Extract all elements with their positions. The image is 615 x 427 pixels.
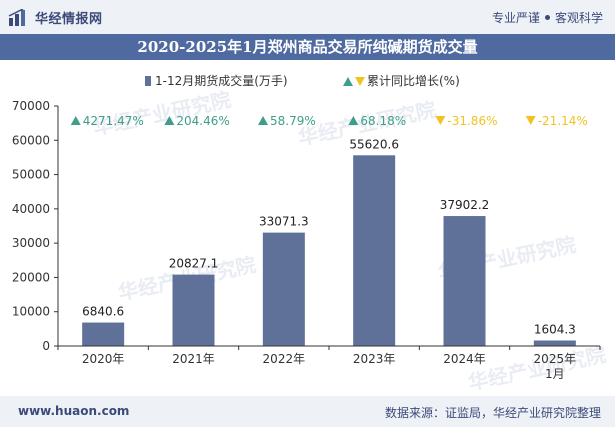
- slogan: 专业严谨 客观科学: [492, 9, 603, 26]
- x-tick-label-line: 2025年: [534, 352, 577, 366]
- title-bar: 2020-2025年1月郑州商品交易所纯碱期货成交量: [0, 34, 615, 60]
- bar-value-label: 37902.2: [440, 198, 490, 212]
- legend-series-2: 累计同比增长(%): [367, 74, 460, 88]
- down-triangle-icon: [435, 116, 446, 125]
- bar-5: [443, 216, 486, 346]
- bar-2: [172, 274, 215, 346]
- growth-label: 204.46%: [176, 114, 229, 128]
- y-axis: 0 10000 20000 30000 40000 50000 60000 70000: [12, 99, 59, 353]
- x-tick-label-line: 2020年: [82, 352, 125, 366]
- bar-value-label: 33071.3: [259, 215, 309, 229]
- bar-value-label: 20827.1: [169, 257, 219, 271]
- brand-logo[interactable]: 华经情报网: [8, 8, 103, 27]
- x-tick-label: 2024年: [443, 352, 486, 366]
- bar-value-label: 6840.6: [82, 305, 124, 319]
- legend-series-1: 1-12月期货成交量(万手): [155, 73, 288, 88]
- x-tick-label-line: 1月: [545, 367, 565, 381]
- x-tick-label: 2023年: [353, 352, 396, 366]
- y-tick-label: 70000: [12, 99, 50, 113]
- top-bar: 华经情报网 专业严谨 客观科学: [0, 0, 615, 34]
- legend: 1-12月期货成交量(万手) 累计同比增长(%): [145, 73, 460, 88]
- bar-6: [533, 340, 576, 346]
- footer: www.huaon.com 数据来源：证监局，华经产业研究院整理: [0, 396, 615, 427]
- legend-bar-marker: [145, 76, 151, 86]
- growth-label: 58.79%: [270, 114, 316, 128]
- x-tick-label-line: 2023年: [353, 352, 396, 366]
- x-tick-label: 2022年: [263, 352, 306, 366]
- y-tick-label: 30000: [12, 236, 50, 250]
- bar-value-label: 1604.3: [534, 322, 576, 336]
- footer-source: 数据来源：证监局，华经产业研究院整理: [384, 406, 601, 420]
- slogan-b: 客观科学: [554, 11, 603, 25]
- y-tick-label: 50000: [12, 168, 50, 182]
- chart-title: 2020-2025年1月郑州商品交易所纯碱期货成交量: [137, 38, 478, 56]
- x-tick-label-line: 2024年: [443, 352, 486, 366]
- x-tick-label: 2020年: [82, 352, 125, 366]
- legend-down-triangle-icon: [355, 77, 365, 86]
- y-tick-label: 10000: [12, 305, 50, 319]
- bar-value-label: 55620.6: [349, 137, 399, 151]
- x-tick-label: 2025年 1月: [534, 352, 577, 381]
- footer-website[interactable]: www.huaon.com: [18, 404, 130, 418]
- up-triangle-icon: [258, 116, 269, 125]
- bar-1: [82, 322, 125, 346]
- y-tick-label: 20000: [12, 270, 50, 284]
- growth-label: -31.86%: [447, 114, 497, 128]
- slogan-a: 专业严谨: [491, 11, 540, 25]
- watermark-layer: 华经产业研究院华经产业研究院华经产业研究院华经产业研究院华经产业研究院: [91, 87, 608, 395]
- up-triangle-icon: [164, 116, 175, 125]
- x-axis: 2020年 2021年 2022年 2023年 2024年 2025年 1月: [57, 345, 601, 381]
- growth-label: 4271.47%: [83, 114, 144, 128]
- y-tick-label: 0: [42, 339, 50, 353]
- x-tick-label: 2021年: [172, 352, 215, 366]
- x-tick-label-line: 2021年: [172, 352, 215, 366]
- growth-label: -21.14%: [538, 114, 588, 128]
- growth-labels-layer: 4271.47% 204.46% 58.79% 68.18% -31.86% -21.14…: [70, 114, 588, 128]
- up-triangle-icon: [348, 116, 359, 125]
- bars-layer: 6840.6 20827.1 33071.3 55620.6 37902.2 1604.3: [82, 137, 576, 346]
- down-triangle-icon: [525, 116, 536, 125]
- watermark-text: 华经产业研究院: [466, 342, 608, 395]
- x-tick-label-line: 2022年: [263, 352, 306, 366]
- y-tick-label: 60000: [12, 133, 50, 147]
- chart-area: 华经产业研究院华经产业研究院华经产业研究院华经产业研究院华经产业研究院 1-12…: [12, 73, 608, 395]
- logo-icon: [8, 8, 25, 26]
- growth-label: 68.18%: [360, 114, 406, 128]
- legend-up-triangle-icon: [343, 77, 353, 86]
- bar-4: [353, 155, 396, 346]
- brand-name: 华经情报网: [35, 12, 103, 27]
- dot-icon: [544, 15, 550, 20]
- bar-3: [262, 232, 305, 346]
- y-tick-label: 40000: [12, 202, 50, 216]
- up-triangle-icon: [70, 116, 81, 125]
